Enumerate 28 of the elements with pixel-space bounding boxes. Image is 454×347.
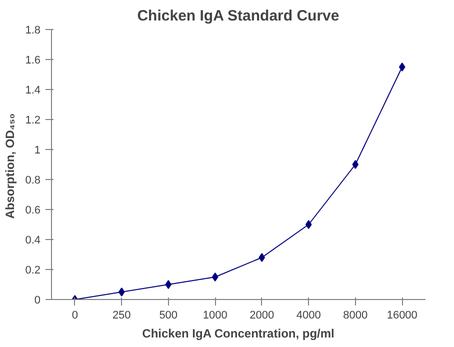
point bbox=[305, 220, 312, 229]
x-tick-label: 8000 bbox=[343, 310, 368, 322]
y-tick-label: 0 bbox=[34, 294, 41, 306]
point bbox=[118, 288, 125, 296]
x-tick-label: 500 bbox=[159, 310, 178, 322]
x-tick-label: 2000 bbox=[250, 310, 274, 322]
y-tick-label: 0.4 bbox=[25, 234, 41, 246]
point bbox=[258, 253, 266, 262]
x-tick-label: 4000 bbox=[296, 310, 321, 322]
x-tick-label: 250 bbox=[112, 310, 131, 322]
point bbox=[212, 272, 218, 282]
y-tick-label: 1.8 bbox=[25, 24, 41, 36]
y-tick-label: 1.6 bbox=[25, 54, 41, 66]
y-tick-label: 1.2 bbox=[25, 114, 41, 126]
y-tick-label: 1.4 bbox=[25, 84, 41, 96]
x-tick-label: 0 bbox=[72, 310, 78, 322]
y-axis-title: Absorption, OD₄₅₀ bbox=[3, 114, 18, 219]
y-tick-label: 0.2 bbox=[25, 264, 41, 276]
x-tick-label: 16000 bbox=[386, 310, 418, 322]
x-tick-label: 1000 bbox=[202, 310, 228, 322]
x-axis-title: Chicken IgA Concentration, pg/ml bbox=[142, 326, 334, 340]
y-tick-label: 0.8 bbox=[25, 174, 41, 186]
point bbox=[398, 62, 406, 72]
y-tick-label: 1 bbox=[34, 144, 41, 156]
point bbox=[352, 160, 359, 169]
point bbox=[165, 280, 172, 289]
y-tick-label: 0.6 bbox=[25, 204, 41, 216]
chart-title: Chicken IgA Standard Curve bbox=[137, 8, 340, 24]
